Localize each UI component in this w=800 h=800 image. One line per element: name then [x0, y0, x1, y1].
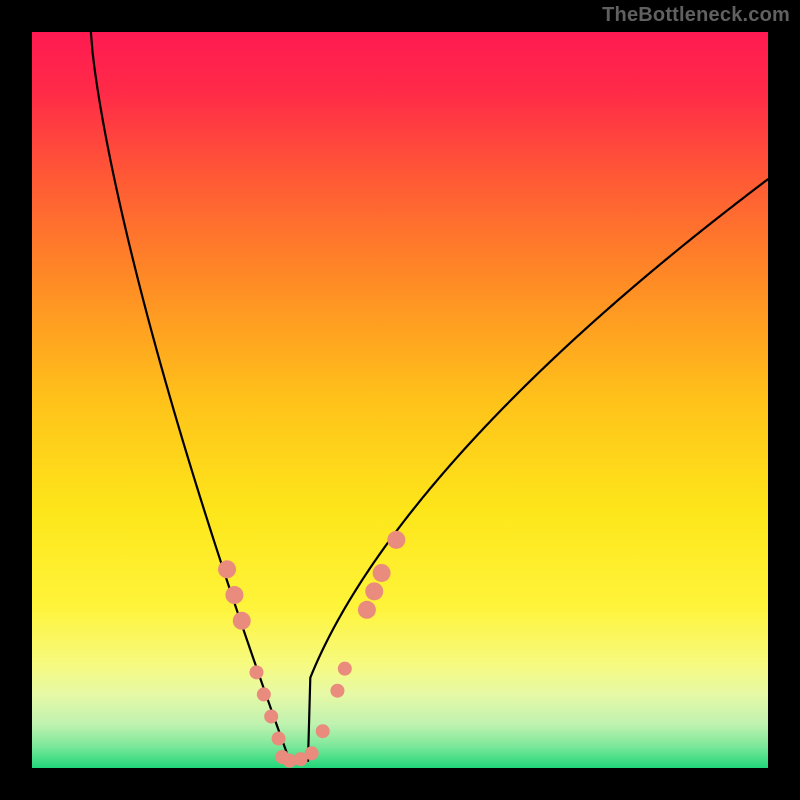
data-marker: [338, 662, 352, 676]
data-marker: [218, 560, 236, 578]
data-marker: [225, 586, 243, 604]
data-marker: [264, 709, 278, 723]
data-marker: [316, 724, 330, 738]
data-marker: [387, 531, 405, 549]
data-marker: [233, 612, 251, 630]
chart-frame: TheBottleneck.com: [0, 0, 800, 800]
data-marker: [365, 582, 383, 600]
data-marker: [305, 746, 319, 760]
data-marker: [330, 684, 344, 698]
data-marker: [272, 732, 286, 746]
data-marker: [358, 601, 376, 619]
data-marker: [249, 665, 263, 679]
data-marker: [373, 564, 391, 582]
chart-background: [32, 32, 768, 768]
watermark-text: TheBottleneck.com: [602, 4, 790, 27]
plot-area: [32, 32, 768, 768]
plot-svg: [32, 32, 768, 768]
data-marker: [257, 687, 271, 701]
